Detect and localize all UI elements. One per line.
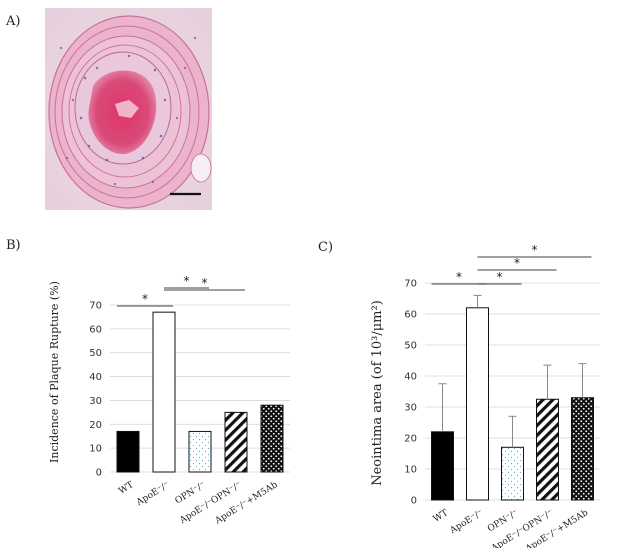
y-tick-label: 40 [89,372,102,383]
histology-micrograph-image [45,8,212,210]
y-tick-label: 40 [404,372,417,383]
y-tick-label: 60 [404,310,417,321]
bar-4 [224,411,248,473]
bar-5 [260,404,284,473]
y-tick-label: 10 [404,465,417,476]
bar-4 [536,398,559,501]
bar-3 [188,430,212,473]
y-tick-label: 20 [89,420,102,431]
bar-1 [116,430,140,473]
significance-star: * [202,276,208,290]
x-tick-label: ApoE⁻/⁻ [448,508,486,537]
significance-star: * [497,270,503,284]
y-tick-label: 10 [89,444,102,455]
bar-5 [571,397,594,501]
y-tick-label: 50 [404,341,417,352]
significance-star: * [142,292,148,306]
bar-3 [501,446,524,501]
y-axis-title: Incidence of Plaque Rupture (%) [48,281,61,463]
y-tick-label: 30 [404,403,417,414]
bar-1 [431,431,454,501]
y-axis-title: Neointima area (of 10³/μm²) [370,300,385,486]
significance-star: * [514,256,520,270]
x-tick-label: WT [432,508,450,525]
panel-c-label: C) [318,240,334,255]
y-tick-label: 0 [96,468,102,479]
significance-star: * [456,270,462,284]
bar-2 [152,311,176,473]
bar-2 [466,307,489,501]
significance-star: * [184,274,190,288]
panel-b-label: B) [6,238,21,253]
y-tick-label: 30 [89,396,102,407]
y-tick-label: 70 [404,279,417,290]
panel-a-label: A) [6,14,21,29]
y-tick-label: 20 [404,434,417,445]
y-tick-label: 70 [89,301,102,312]
y-tick-label: 60 [89,324,102,335]
y-tick-label: 50 [89,348,102,359]
significance-star: * [532,243,538,257]
y-tick-label: 0 [411,496,417,507]
